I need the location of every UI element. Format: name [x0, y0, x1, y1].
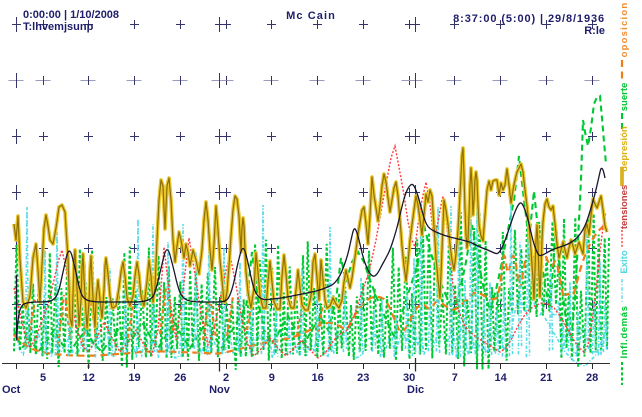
svg-text:21: 21 [540, 372, 552, 384]
svg-text:Exito: Exito [619, 250, 630, 273]
svg-text:28: 28 [586, 372, 598, 384]
svg-text:7: 7 [452, 372, 458, 384]
svg-text:14: 14 [494, 372, 507, 384]
svg-text:0:00:00 | 1/10/2008: 0:00:00 | 1/10/2008 [23, 9, 119, 21]
svg-text:23: 23 [357, 372, 369, 384]
svg-text:9: 9 [269, 372, 275, 384]
svg-text:Dic: Dic [407, 384, 424, 396]
svg-text:Infl.demás: Infl.demás [619, 306, 630, 359]
svg-text:8:37:00 (5:00) | 29/8/1936: 8:37:00 (5:00) | 29/8/1936 [453, 13, 605, 25]
svg-text:T:lhvemjsunp: T:lhvemjsunp [23, 21, 94, 33]
svg-text:Mc Cain: Mc Cain [286, 10, 336, 22]
svg-text:Nov: Nov [209, 384, 231, 396]
svg-text:26: 26 [174, 372, 186, 384]
svg-text:12: 12 [83, 372, 95, 384]
svg-text:suerte: suerte [619, 83, 630, 112]
svg-text:30: 30 [403, 372, 415, 384]
svg-text:16: 16 [311, 372, 323, 384]
svg-text:Oct: Oct [2, 384, 21, 396]
svg-text:5: 5 [40, 372, 46, 384]
svg-text:oposicion: oposicion [619, 2, 630, 58]
svg-text:depresión: depresión [619, 126, 630, 172]
svg-text:2: 2 [223, 372, 229, 384]
svg-text:R:le: R:le [584, 25, 605, 37]
svg-text:19: 19 [128, 372, 140, 384]
svg-text:tensiones: tensiones [619, 185, 630, 229]
